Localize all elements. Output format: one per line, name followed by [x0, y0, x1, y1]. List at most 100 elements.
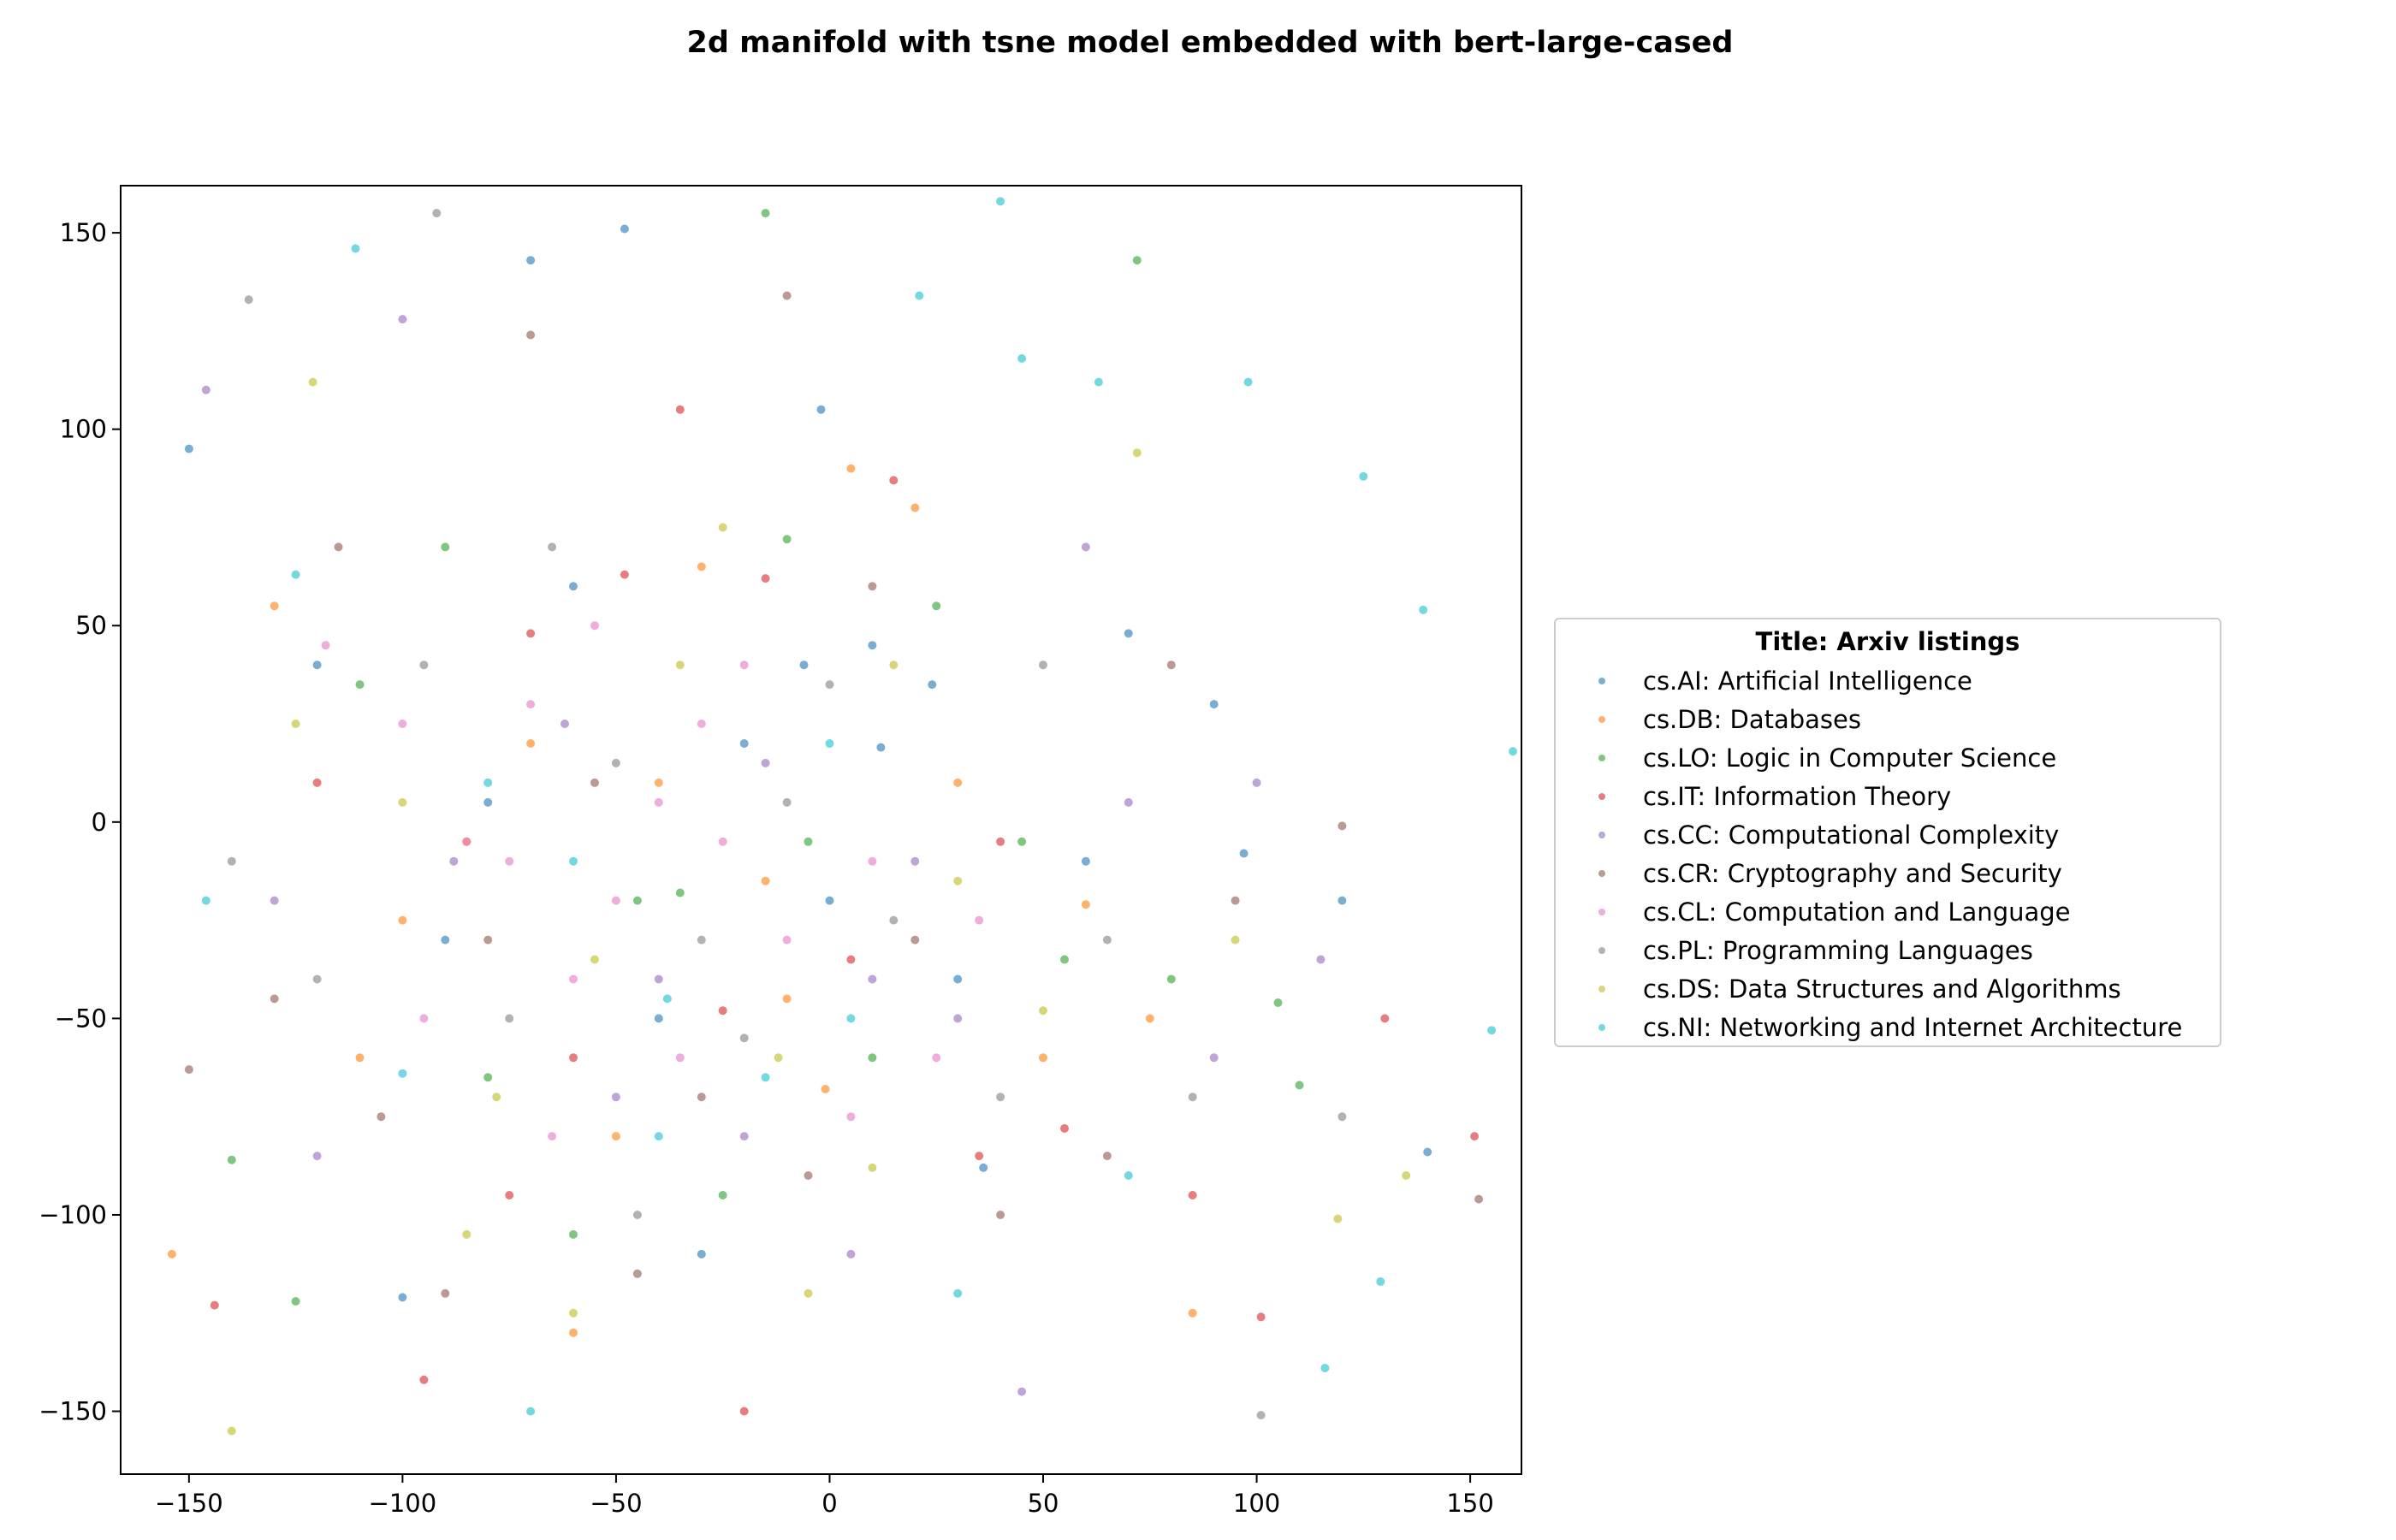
point-series-2-4: [675, 888, 685, 897]
point-series-7-12: [548, 542, 557, 552]
point-series-6-0: [321, 641, 330, 650]
point-series-8-3: [492, 1093, 501, 1102]
point-series-8-10: [1132, 448, 1142, 458]
point-series-0-6: [825, 896, 834, 905]
point-series-0-13: [620, 224, 629, 234]
legend-label: cs.CC: Computational Complexity: [1643, 820, 2060, 850]
legend-item: cs.CL: Computation and Language: [1568, 892, 2208, 931]
point-series-5-17: [868, 582, 877, 591]
legend-marker: [1598, 908, 1605, 915]
point-series-5-16: [632, 1269, 642, 1278]
point-series-4-18: [846, 1249, 856, 1259]
legend-label: cs.CR: Cryptography and Security: [1643, 858, 2062, 888]
point-series-3-4: [620, 570, 629, 579]
point-series-5-11: [1474, 1194, 1484, 1204]
point-series-9-16: [1320, 1364, 1330, 1372]
point-series-0-4: [654, 1014, 663, 1023]
point-series-6-13: [505, 856, 514, 866]
point-series-7-6: [782, 797, 792, 807]
point-series-1-4: [697, 562, 706, 572]
point-series-2-6: [868, 1053, 877, 1063]
point-series-8-18: [804, 1288, 813, 1298]
point-series-9-17: [1376, 1277, 1385, 1286]
point-series-7-13: [227, 856, 236, 866]
y-tick-label: −100: [39, 1200, 107, 1229]
point-series-2-15: [804, 837, 813, 846]
point-series-8-1: [308, 377, 317, 387]
point-series-2-11: [761, 209, 770, 218]
point-series-1-11: [167, 1249, 176, 1259]
point-series-4-7: [953, 1014, 963, 1023]
legend-label: cs.CL: Computation and Language: [1643, 897, 2071, 927]
point-series-5-3: [483, 935, 493, 945]
point-series-8-17: [462, 1229, 471, 1239]
point-series-8-15: [889, 660, 898, 670]
point-series-7-19: [1337, 1112, 1347, 1122]
legend-item: cs.NI: Networking and Internet Architect…: [1568, 1008, 2208, 1046]
point-series-4-14: [1017, 1387, 1027, 1396]
point-series-4-8: [1081, 542, 1090, 552]
point-series-6-15: [868, 856, 877, 866]
point-series-3-9: [1060, 1124, 1069, 1133]
point-series-0-0: [184, 444, 193, 453]
point-series-0-15: [398, 1293, 407, 1302]
point-series-9-7: [846, 1014, 856, 1023]
legend-marker: [1598, 677, 1605, 684]
point-series-1-7: [910, 503, 920, 512]
point-series-0-7: [868, 641, 877, 650]
point-series-3-11: [1470, 1132, 1480, 1141]
point-series-6-18: [975, 915, 984, 925]
point-series-1-19: [355, 1053, 365, 1063]
point-series-1-5: [782, 994, 792, 1004]
point-series-4-16: [1124, 797, 1133, 807]
point-series-2-12: [1132, 256, 1142, 265]
point-series-6-3: [526, 700, 536, 709]
point-series-9-22: [953, 1288, 963, 1298]
point-series-0-17: [928, 680, 937, 690]
point-series-7-5: [697, 935, 706, 945]
y-tick-label: 0: [92, 808, 107, 837]
point-series-4-15: [270, 896, 279, 905]
point-series-3-6: [761, 574, 770, 583]
point-series-1-2: [526, 739, 536, 748]
point-series-9-12: [1359, 471, 1368, 481]
point-series-5-2: [377, 1112, 386, 1122]
legend-marker: [1598, 792, 1605, 800]
point-series-0-23: [1239, 849, 1248, 858]
point-series-5-12: [526, 330, 536, 340]
point-series-1-17: [1145, 1014, 1154, 1023]
legend-marker: [1598, 831, 1605, 838]
point-series-8-12: [291, 720, 300, 728]
y-tick-label: −50: [55, 1004, 107, 1033]
chart-title: 2d manifold with tsne model embedded wit…: [686, 26, 1734, 60]
point-series-8-6: [774, 1053, 783, 1063]
legend-item: cs.PL: Programming Languages: [1568, 931, 2208, 969]
point-series-4-9: [1209, 1053, 1219, 1063]
point-series-4-17: [739, 1132, 749, 1141]
legend-item: cs.IT: Information Theory: [1568, 777, 2208, 815]
point-series-8-13: [569, 1308, 578, 1318]
legend: Title: Arxiv listings cs.AI: Artificial …: [1554, 618, 2221, 1047]
point-series-8-16: [1231, 935, 1240, 945]
point-series-5-4: [590, 778, 599, 787]
legend-marker: [1598, 1023, 1605, 1031]
point-series-6-12: [419, 1014, 429, 1023]
point-series-5-0: [184, 1065, 193, 1075]
point-series-9-11: [1243, 377, 1253, 387]
point-series-5-7: [910, 935, 920, 945]
point-series-0-12: [526, 256, 536, 265]
x-tick-label: −100: [369, 1489, 437, 1518]
legend-label: cs.IT: Information Theory: [1643, 781, 1952, 811]
point-series-7-17: [1188, 1093, 1197, 1102]
legend-marker: [1598, 869, 1605, 877]
legend-marker: [1598, 946, 1605, 954]
point-series-3-0: [210, 1300, 219, 1310]
y-tick-label: 50: [75, 611, 107, 640]
legend-item: cs.CR: Cryptography and Security: [1568, 854, 2208, 892]
legend-item: cs.DS: Data Structures and Algorithms: [1568, 969, 2208, 1008]
point-series-2-16: [1060, 955, 1069, 964]
y-axis: −150 −100 −50 0 50 100 150: [39, 218, 121, 1426]
point-series-0-16: [876, 743, 886, 752]
point-series-9-5: [662, 994, 672, 1004]
point-series-3-13: [739, 1407, 749, 1416]
